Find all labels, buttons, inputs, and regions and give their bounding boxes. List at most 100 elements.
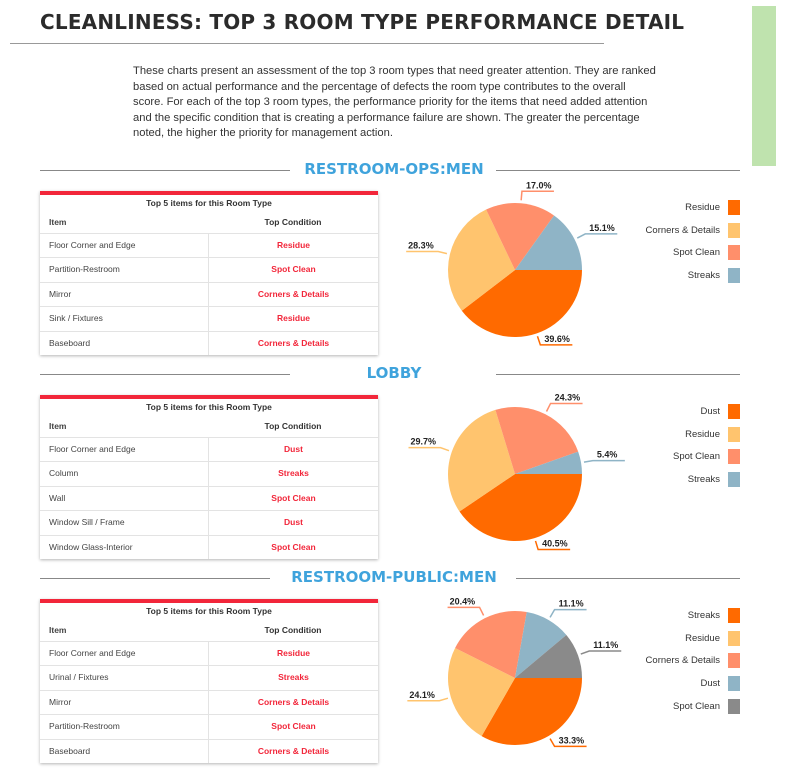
label-leader [580,650,622,655]
condition-cell: Streaks [208,666,378,690]
item-cell: Partition-Restroom [49,264,120,275]
table-caption: Top 5 items for this Room Type [146,402,272,412]
slice-value-label: 28.3% [408,241,434,251]
slice-value-label: 39.6% [544,334,570,344]
table-row: Column Streaks [40,461,378,486]
section-rule-right [496,374,740,375]
section-title: RESTROOM-OPS:MEN [304,160,484,178]
item-cell: Window Sill / Frame [49,517,125,528]
pie-slice[interactable] [515,215,582,270]
pie-slice[interactable] [448,409,515,512]
top-items-table: Top 5 items for this Room Type Item Top C… [40,599,378,763]
chart-legend: Residue Corners & Details Spot Clean Streak… [620,196,740,287]
legend-swatch [728,267,740,283]
table-row: Floor Corner and Edge Dust [40,437,378,462]
legend-label: Streaks [687,609,720,621]
room-type-section: RESTROOM-OPS:MEN Top 5 items for this Ro… [0,158,788,362]
legend-item[interactable]: Residue [620,627,740,650]
pie-slice[interactable] [459,474,582,541]
section-rule-left [40,374,290,375]
legend-swatch [728,403,740,419]
legend-item[interactable]: Dust [620,672,740,695]
item-cell: Floor Corner and Edge [49,240,136,250]
legend-swatch [728,698,740,714]
section-title: LOBBY [366,364,422,382]
legend-item[interactable]: Corners & Details [620,649,740,672]
legend-item[interactable]: Dust [620,400,740,423]
legend-item[interactable]: Corners & Details [620,219,740,242]
table-row: Window Glass-Interior Spot Clean [40,534,378,559]
condition-cell: Corners & Details [208,739,378,763]
legend-item[interactable]: Spot Clean [620,445,740,468]
table-header: Item Top Condition [40,212,378,233]
pie-slice[interactable] [515,451,582,474]
pie-slice[interactable] [515,612,567,678]
condition-cell: Corners & Details [208,331,378,355]
table-caption: Top 5 items for this Room Type [146,606,272,616]
page-title: CLEANLINESS: TOP 3 ROOM TYPE PERFORMANCE… [40,10,685,34]
condition-cell: Residue [208,307,378,331]
col-condition-header: Top Condition [264,421,322,431]
table-row: Mirror Corners & Details [40,281,378,307]
pie-slice[interactable] [495,407,579,474]
label-leader [447,606,485,616]
section-rule-left [40,170,290,171]
legend-label: Streaks [687,473,720,485]
condition-cell: Residue [208,234,378,258]
pie-slice[interactable] [448,647,515,737]
legend-swatch [728,199,740,215]
table-row: Floor Corner and Edge Residue [40,233,378,258]
slice-value-label: 20.4% [450,596,476,606]
room-type-section: LOBBY Top 5 items for this Room Type Ite… [0,362,788,566]
label-leader [549,608,587,618]
legend-item[interactable]: Streaks [620,264,740,287]
col-item-header: Item [49,421,67,431]
table-header: Item Top Condition [40,620,378,641]
condition-cell: Spot Clean [208,535,378,559]
legend-item[interactable]: Spot Clean [620,695,740,718]
pie-slice[interactable] [486,203,555,270]
slice-value-label: 24.1% [409,690,435,700]
pie-chart: 40.5% 29.7% 24.3% 5.4% [408,392,625,551]
table-row: Mirror Corners & Details [40,689,378,715]
pie-slice[interactable] [455,611,527,678]
pie-chart: 39.6% 28.3% 17.0% 15.1% [406,180,618,346]
pie-slice[interactable] [461,270,582,337]
slice-value-label: 24.3% [555,392,581,402]
label-leader [408,446,450,452]
legend-item[interactable]: Streaks [620,468,740,491]
pie-slice[interactable] [448,209,515,311]
col-item-header: Item [49,217,67,227]
item-cell: Wall [49,492,66,503]
legend-swatch [728,607,740,623]
legend-label: Spot Clean [672,247,720,259]
pie-slice[interactable] [515,634,582,678]
legend-item[interactable]: Residue [620,196,740,219]
item-cell: Mirror [49,696,72,707]
legend-label: Corners & Details [645,224,720,236]
condition-cell: Corners & Details [208,282,378,307]
slice-value-label: 11.1% [559,599,584,609]
slice-value-label: 11.1% [593,640,618,650]
slice-value-label: 15.1% [589,223,615,233]
legend-item[interactable]: Spot Clean [620,241,740,264]
legend-swatch [728,675,740,691]
legend-item[interactable]: Residue [620,423,740,446]
condition-cell: Spot Clean [208,258,378,282]
legend-label: Residue [685,632,720,644]
table-row: Window Sill / Frame Dust [40,510,378,535]
table-caption: Top 5 items for this Room Type [146,198,272,208]
legend-swatch [728,471,740,487]
room-type-section: RESTROOM-PUBLIC:MEN Top 5 items for this… [0,566,788,770]
legend-item[interactable]: Streaks [620,604,740,627]
label-leader [549,738,587,748]
legend-label: Dust [700,677,720,689]
pie-slice[interactable] [481,678,582,745]
label-leader [583,459,625,463]
legend-label: Residue [685,201,720,213]
item-cell: Baseboard [49,745,91,756]
side-tab[interactable] [752,6,776,166]
item-cell: Mirror [49,288,72,299]
chart-legend: Dust Residue Spot Clean Streaks [620,400,740,491]
